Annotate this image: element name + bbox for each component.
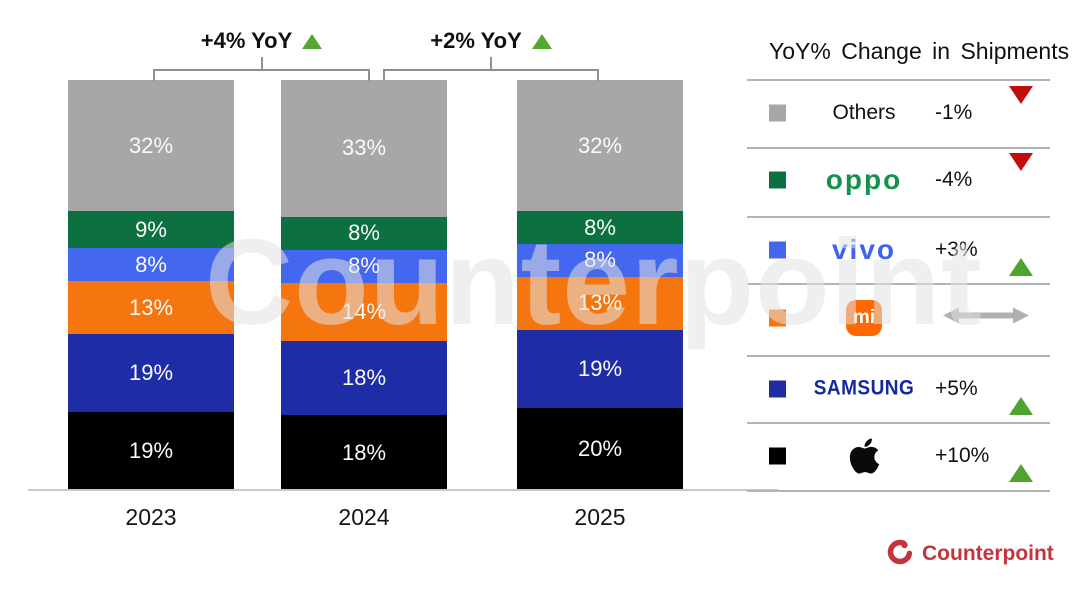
segment-samsung-2024: 18% xyxy=(281,340,447,416)
bracket-2023-2024 xyxy=(153,57,370,82)
annotation-yoy-2025: +2% YoY xyxy=(383,27,599,55)
segment-value-label: 8% xyxy=(348,253,380,279)
segment-value-label: 20% xyxy=(577,436,623,461)
segment-value-label: 8% xyxy=(135,251,167,277)
samsung-logo: SAMSUNG xyxy=(813,376,915,401)
counterpoint-logo: Counterpoint xyxy=(886,537,1054,570)
vivo-yoy-value: +3% xyxy=(935,238,978,261)
segment-vivo-2024: 8% xyxy=(281,249,447,283)
apple-yoy-value: +10% xyxy=(935,444,990,467)
down-triangle-icon xyxy=(1009,153,1033,188)
counterpoint-ring-icon xyxy=(886,537,914,570)
segment-value-label: 9% xyxy=(135,216,167,242)
segment-vivo-2023: 8% xyxy=(68,248,234,281)
segment-value-label: 18% xyxy=(341,365,387,391)
segment-value-label: 33% xyxy=(341,135,387,161)
up-triangle-icon xyxy=(531,33,552,49)
up-triangle-icon xyxy=(302,33,323,49)
legend-divider xyxy=(747,79,1050,81)
year-label-2024: 2024 xyxy=(338,504,390,530)
segment-xiaomi-2024: 14% xyxy=(281,282,447,341)
xiaomi-swatch xyxy=(769,309,786,327)
bar-2024: 33% 8% 8% 14% 18% 18% xyxy=(281,80,447,490)
samsung-swatch xyxy=(769,380,786,398)
legend-row-oppo: oppo -4% xyxy=(747,148,1050,212)
apple-swatch xyxy=(769,447,786,465)
others-swatch xyxy=(769,104,786,122)
up-triangle-icon xyxy=(1009,447,1033,482)
legend-row-apple: +10% xyxy=(747,424,1050,488)
legend-divider xyxy=(747,216,1050,218)
legend-divider xyxy=(747,355,1050,357)
xiaomi-mi-logo: mi xyxy=(846,300,882,336)
bracket-stem xyxy=(490,57,492,69)
up-triangle-icon xyxy=(1009,380,1033,415)
legend-row-samsung: SAMSUNG +5% xyxy=(747,357,1050,421)
annotation-label: +2% YoY xyxy=(430,28,522,53)
segment-oppo-2023: 9% xyxy=(68,211,234,249)
year-label-2025: 2025 xyxy=(574,504,626,530)
legend-divider xyxy=(747,422,1050,424)
legend-divider xyxy=(747,283,1050,285)
legend-row-vivo: vivo +3% xyxy=(747,218,1050,282)
bracket-stem xyxy=(260,57,263,69)
segment-others-2024: 33% xyxy=(281,80,447,217)
flat-double-arrow-icon xyxy=(943,307,1029,330)
legend-title: YoY% Change in Shipments xyxy=(769,38,1070,64)
segment-others-2025: 32% xyxy=(517,80,683,212)
annotation-yoy-2024: +4% YoY xyxy=(153,27,370,55)
legend-divider xyxy=(747,147,1050,149)
segment-apple-2023: 19% xyxy=(68,412,234,491)
legend-row-others: Others -1% xyxy=(747,81,1050,145)
bar-2025: 32% 8% 8% 13% 19% 20% xyxy=(517,80,683,490)
segment-samsung-2025: 19% xyxy=(517,330,683,408)
segment-apple-2025: 20% xyxy=(517,408,683,490)
segment-others-2023: 32% xyxy=(68,80,234,212)
legend-row-xiaomi: mi xyxy=(747,286,1050,350)
segment-value-label: 19% xyxy=(577,356,623,382)
segment-xiaomi-2025: 13% xyxy=(517,276,683,331)
segment-value-label: 18% xyxy=(341,439,387,465)
segment-vivo-2025: 8% xyxy=(517,244,683,277)
segment-value-label: 32% xyxy=(128,132,174,158)
others-label: Others xyxy=(832,101,896,124)
samsung-yoy-value: +5% xyxy=(935,377,978,400)
segment-oppo-2024: 8% xyxy=(281,216,447,250)
vivo-logo: vivo xyxy=(831,234,897,265)
down-triangle-icon xyxy=(1009,86,1033,121)
oppo-logo: oppo xyxy=(825,164,903,195)
segment-value-label: 8% xyxy=(584,214,616,240)
segment-value-label: 8% xyxy=(584,247,616,273)
segment-oppo-2025: 8% xyxy=(517,211,683,244)
segment-xiaomi-2023: 13% xyxy=(68,280,234,335)
vivo-swatch xyxy=(769,241,786,259)
bar-2023: 32% 9% 8% 13% 19% 19% xyxy=(68,80,234,491)
apple-logo-icon xyxy=(799,424,929,488)
segment-value-label: 13% xyxy=(577,290,623,316)
oppo-swatch xyxy=(769,171,786,189)
bracket-2024-2025 xyxy=(383,57,599,82)
up-triangle-icon xyxy=(1009,241,1033,276)
counterpoint-wordmark: Counterpoint xyxy=(922,541,1054,565)
x-axis-line xyxy=(28,489,778,491)
year-label-2023: 2023 xyxy=(125,504,177,530)
segment-samsung-2023: 19% xyxy=(68,334,234,413)
segment-value-label: 13% xyxy=(128,294,174,320)
segment-value-label: 19% xyxy=(128,360,174,386)
segment-value-label: 19% xyxy=(128,438,174,464)
annotation-label: +4% YoY xyxy=(200,28,293,53)
others-yoy-value: -1% xyxy=(935,101,973,124)
segment-value-label: 8% xyxy=(348,220,380,246)
segment-value-label: 32% xyxy=(577,132,623,158)
legend-divider xyxy=(747,490,1050,492)
oppo-yoy-value: -4% xyxy=(935,168,973,191)
segment-value-label: 14% xyxy=(341,298,387,324)
segment-apple-2024: 18% xyxy=(281,415,447,490)
legend: YoY% Change in Shipments Others -1% oppo… xyxy=(747,30,1069,510)
